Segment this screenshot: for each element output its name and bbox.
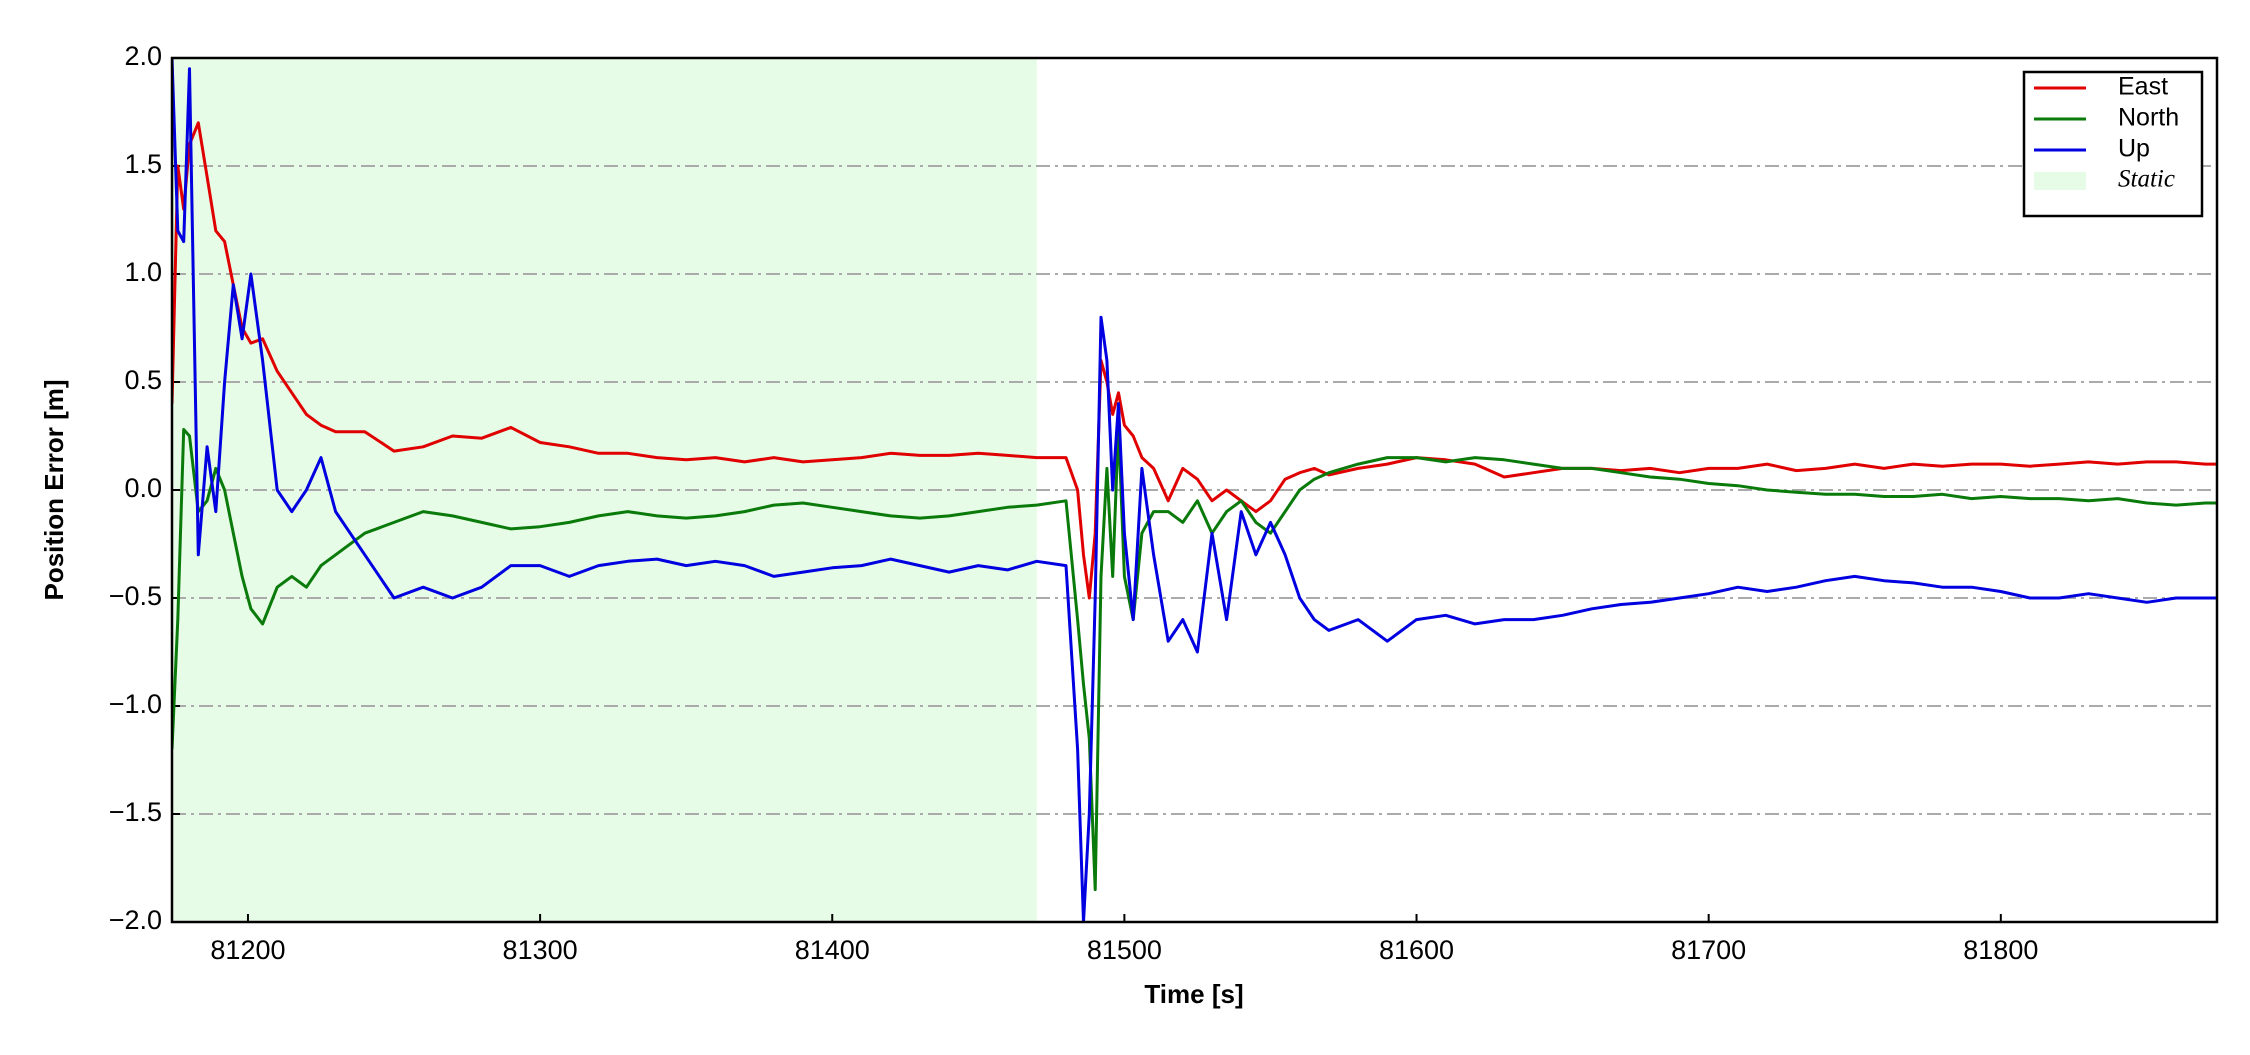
y-tick-label: −2.0 xyxy=(109,905,162,935)
y-tick-label: 1.0 xyxy=(124,257,162,287)
x-tick-label: 81500 xyxy=(1087,935,1162,965)
x-tick-label: 81700 xyxy=(1671,935,1746,965)
legend-label: East xyxy=(2118,73,2168,101)
x-tick-label: 81200 xyxy=(210,935,285,965)
x-axis-label: Time [s] xyxy=(1144,979,1243,1009)
y-tick-label: −1.0 xyxy=(109,689,162,719)
data-line xyxy=(172,423,2217,892)
y-tick-label: 1.5 xyxy=(124,149,162,179)
plot-lines xyxy=(172,58,2217,922)
y-tick-label: −0.5 xyxy=(109,581,162,611)
legend-label: North xyxy=(2118,104,2179,132)
x-tick-label: 81400 xyxy=(795,935,870,965)
x-tick-label: 81600 xyxy=(1379,935,1454,965)
x-tick-label: 81800 xyxy=(1963,935,2038,965)
y-tick-label: 0.0 xyxy=(124,473,162,503)
x-tick-label: 81300 xyxy=(503,935,578,965)
plot-frame xyxy=(170,56,2219,924)
legend-swatch xyxy=(2034,172,2086,190)
y-tick-label: −1.5 xyxy=(109,797,162,827)
data-line xyxy=(172,58,2217,922)
legend-label: Up xyxy=(2118,135,2150,163)
data-line xyxy=(172,121,2217,600)
legend-box xyxy=(2022,70,2204,218)
y-axis-label: Position Error [m] xyxy=(39,379,69,600)
legend-label: Static xyxy=(2118,166,2175,193)
y-tick-label: 0.5 xyxy=(124,365,162,395)
y-tick-label: 2.0 xyxy=(124,41,162,71)
